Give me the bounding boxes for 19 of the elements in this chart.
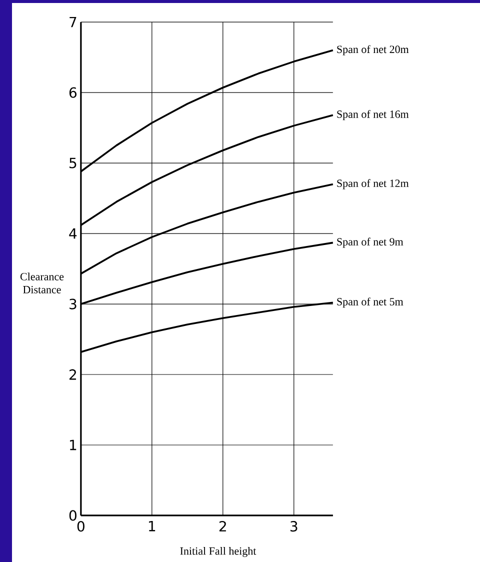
- y-tick-label: 4: [69, 228, 77, 239]
- x-tick-label: 3: [290, 521, 298, 532]
- y-axis-title: Clearance Distance: [20, 272, 64, 294]
- y-tick-label: 0: [69, 510, 76, 521]
- x-axis-title: Initial Fall height: [180, 547, 256, 557]
- series-label: Span of net 5m: [337, 298, 404, 308]
- y-tick-label: 6: [69, 87, 77, 98]
- y-tick-label: 3: [70, 298, 76, 310]
- x-tick-label: 2: [219, 521, 226, 532]
- series-label: Span of net 9m: [337, 238, 404, 248]
- x-tick-label: 0: [77, 521, 84, 532]
- y-tick-label: 7: [70, 16, 76, 28]
- series-label: Span of net 12m: [337, 179, 409, 190]
- series-label: Span of net 20m: [337, 45, 409, 56]
- series-label: Span of net 16m: [337, 110, 409, 120]
- y-tick-label: 5: [70, 158, 76, 168]
- y-tick-label: 1: [70, 440, 76, 450]
- y-tick-label: 2: [70, 369, 76, 380]
- x-tick-label: 1: [148, 521, 156, 532]
